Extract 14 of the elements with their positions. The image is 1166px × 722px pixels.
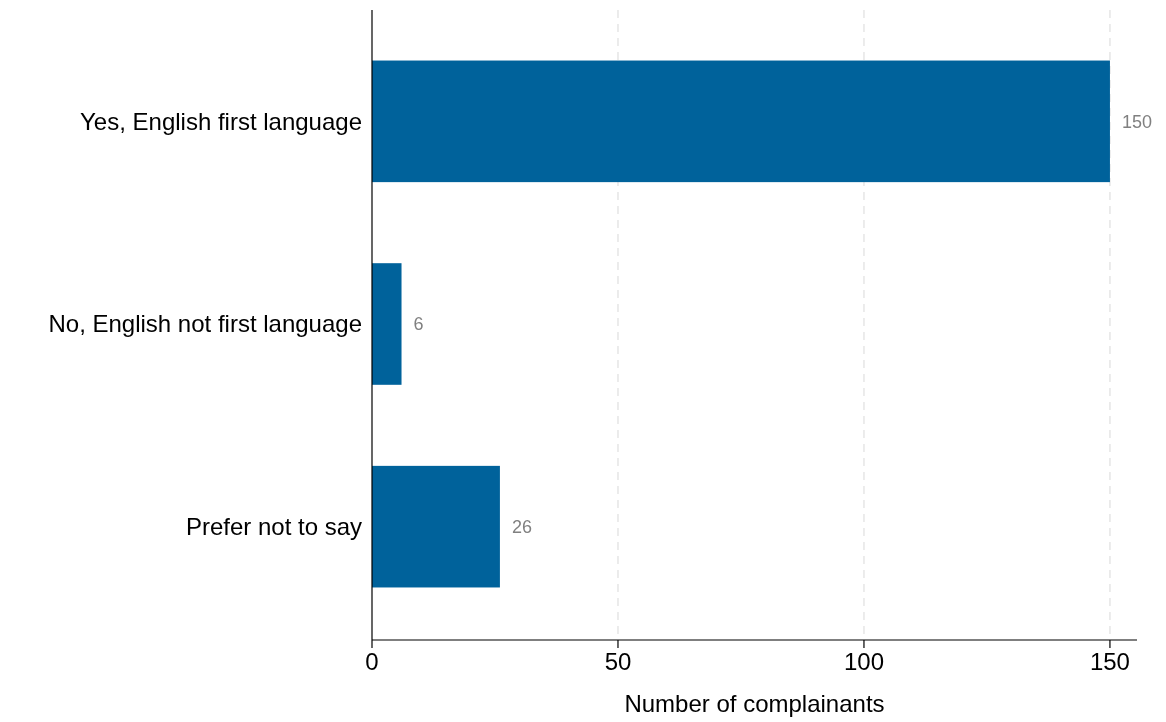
x-tick-label: 150 [1089, 648, 1130, 675]
bar [372, 60, 1110, 183]
x-tick-label: 50 [604, 648, 632, 675]
data-label: 6 [413, 314, 424, 335]
y-tick-label: Prefer not to say [185, 513, 362, 541]
data-label: 150 [1121, 111, 1152, 132]
x-axis-title: Number of complainants [624, 690, 885, 717]
x-tick-label: 100 [843, 648, 884, 675]
x-tick-label: 0 [365, 648, 379, 675]
y-tick-label: Yes, English first language [80, 107, 362, 135]
y-tick-label: No, English not first language [48, 310, 362, 338]
bar [372, 465, 500, 588]
bar [372, 263, 402, 385]
data-label: 26 [511, 516, 532, 537]
